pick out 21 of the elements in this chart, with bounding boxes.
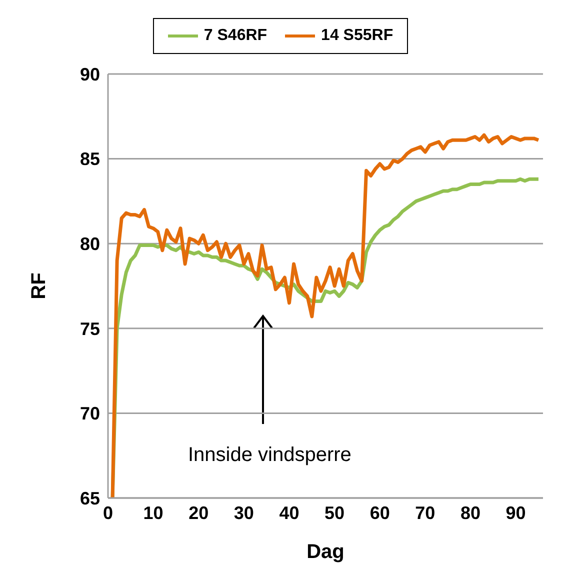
x-axis-title: Dag <box>306 541 344 563</box>
legend-label: 14 S55RF <box>321 27 394 45</box>
legend-label: 7 S46RF <box>204 27 268 45</box>
y-tick-label: 70 <box>80 404 100 424</box>
x-tick-label: 80 <box>460 502 481 523</box>
annotation: Innside vindsperre <box>188 444 352 467</box>
y-tick-label: 90 <box>80 64 100 84</box>
x-tick-label: 50 <box>324 502 345 523</box>
y-tick-label: 65 <box>80 488 100 508</box>
x-tick-label: 30 <box>234 502 254 523</box>
x-tick-label: 40 <box>279 502 300 523</box>
x-tick-label: 20 <box>188 502 209 523</box>
y-tick-label: 75 <box>80 318 100 339</box>
x-tick-label: 70 <box>415 502 436 523</box>
y-tick-label: 85 <box>80 149 100 170</box>
y-axis-title: RF <box>28 272 50 300</box>
x-tick-label: 10 <box>143 502 164 523</box>
x-tick-label: 0 <box>102 502 114 523</box>
x-tick-label: 90 <box>506 502 526 523</box>
y-tick-label: 80 <box>80 234 100 254</box>
x-tick-label: 60 <box>370 502 390 523</box>
